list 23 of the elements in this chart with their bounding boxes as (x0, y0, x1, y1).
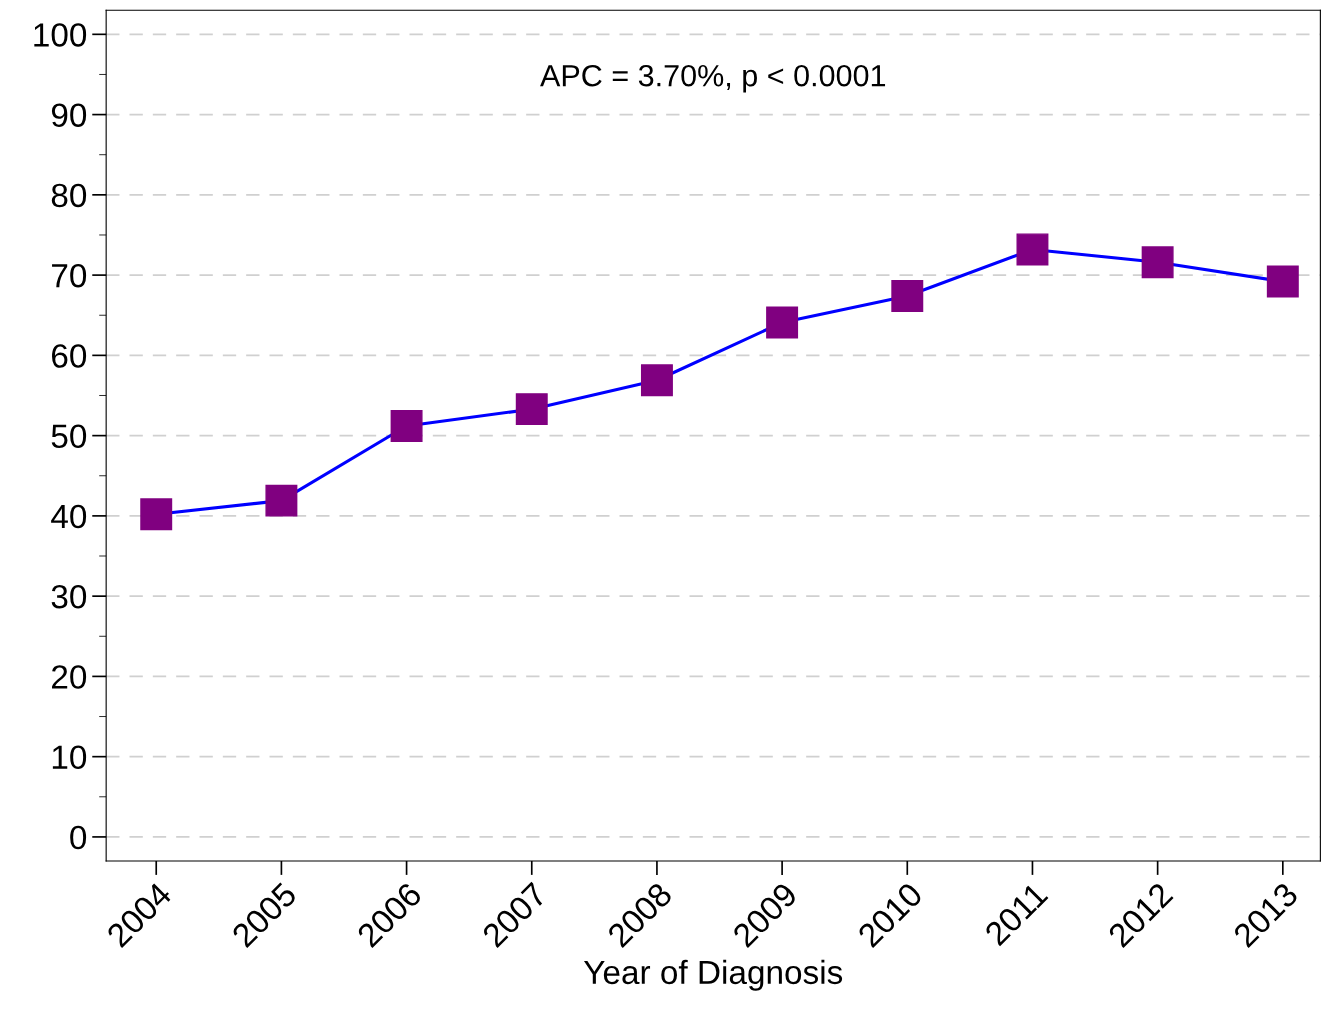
y-tick-label: 30 (51, 584, 87, 609)
point (1141, 246, 1174, 279)
y-tick-label: 0 (70, 825, 87, 850)
point (265, 484, 298, 517)
annotation: APC = 3.70%, p < 0.0001 (540, 64, 886, 93)
point (891, 280, 924, 312)
y-tick-label: 100 (34, 23, 87, 47)
y-tick-label: 10 (52, 745, 87, 770)
x-axis-title: Year of Diagnosis (583, 959, 843, 991)
y-tick-label: 50 (51, 424, 87, 449)
point (390, 410, 423, 442)
point (766, 306, 799, 339)
y-tick-label: 40 (51, 504, 87, 529)
y-tick-label: 90 (51, 103, 87, 127)
point (1016, 233, 1049, 266)
point (1266, 265, 1299, 298)
y-tick-label: 70 (52, 263, 87, 288)
point (515, 393, 548, 426)
y-tick-label: 60 (52, 344, 87, 368)
point (140, 498, 173, 531)
y-tick-label: 80 (51, 183, 87, 208)
y-tick-label: 20 (52, 665, 87, 689)
point (640, 364, 673, 397)
